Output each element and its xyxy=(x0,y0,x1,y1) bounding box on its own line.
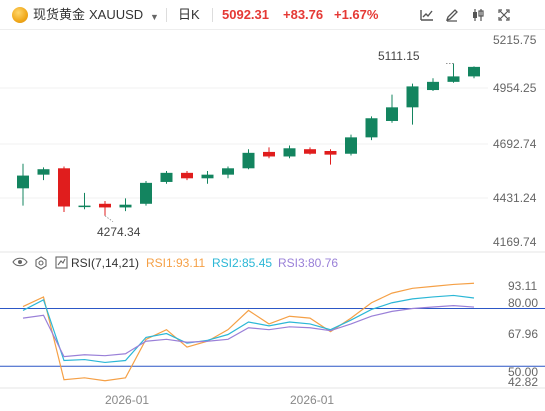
date-tick-0: 2026-01 xyxy=(105,393,149,407)
price-change-percent: +1.67% xyxy=(334,7,379,22)
rsi3-legend: RSI3:80.76 xyxy=(278,256,339,270)
rsi-tick-0: 93.11 xyxy=(508,279,537,293)
candle-body xyxy=(37,169,50,175)
indicator-icon xyxy=(55,256,68,269)
candle-body xyxy=(406,86,419,108)
candle-body xyxy=(58,168,70,207)
rsi-indicator-button[interactable] xyxy=(55,256,68,272)
chevron-down-icon[interactable]: ▼ xyxy=(150,12,159,22)
rsi-series xyxy=(22,282,475,382)
high-annotation: 5111.15 xyxy=(378,49,420,63)
price-tick-3: 4431.24 xyxy=(493,191,537,205)
gear-icon xyxy=(35,256,47,270)
rsi-axis: 93.11 80.00 67.96 50.00 42.82 xyxy=(508,279,538,389)
candle-body xyxy=(365,118,378,138)
low-annotation: 4274.34 xyxy=(97,225,141,239)
rsi3-line xyxy=(22,305,475,358)
candlestick-icon xyxy=(473,9,484,21)
price-chart[interactable]: 5215.75 4954.25 4692.74 4431.24 4169.74 … xyxy=(0,30,545,411)
pen-icon xyxy=(445,9,458,22)
last-price: 5092.31 xyxy=(222,7,269,22)
line-chart-button[interactable] xyxy=(417,6,437,24)
divider xyxy=(166,8,167,22)
date-tick-1: 2026-01 xyxy=(290,393,334,407)
candle-body xyxy=(181,172,193,179)
candle-body xyxy=(242,152,255,169)
draw-button[interactable] xyxy=(442,6,462,24)
rsi-tick-2: 67.96 xyxy=(508,327,538,341)
rsi2-line xyxy=(22,294,475,364)
rsi-tick-4: 42.82 xyxy=(508,375,538,389)
candle-body xyxy=(140,182,152,204)
candle-body xyxy=(324,151,337,155)
rsi1-line xyxy=(22,282,475,382)
rsi1-legend: RSI1:93.11 xyxy=(146,256,206,270)
fullscreen-button[interactable] xyxy=(494,6,514,24)
price-change: +83.76 xyxy=(283,7,324,22)
candle-body xyxy=(263,151,275,157)
candle-body xyxy=(160,172,173,182)
chart-header: 现货黄金 XAUUSD ▼ 日K 5092.31 +83.76 +1.67% xyxy=(0,0,545,30)
candle-body xyxy=(78,205,91,208)
candle-body xyxy=(99,203,111,208)
candle-body xyxy=(427,81,439,91)
eye-icon xyxy=(12,257,28,267)
price-tick-0: 5215.75 xyxy=(493,33,537,47)
divider xyxy=(212,8,213,22)
candle-body xyxy=(468,66,480,77)
chart-gridlines xyxy=(0,87,545,389)
candlestick-series xyxy=(17,63,480,216)
candle-body xyxy=(386,107,398,121)
line-chart-icon xyxy=(420,10,433,21)
candle-body xyxy=(17,175,29,189)
rsi-tick-3: 50.00 xyxy=(508,365,538,379)
gold-coin-icon xyxy=(12,7,28,23)
rsi-settings-button[interactable] xyxy=(34,256,48,273)
price-tick-2: 4692.74 xyxy=(493,137,537,151)
period-selector[interactable]: 日K xyxy=(178,7,200,22)
rsi-visibility-button[interactable] xyxy=(12,256,28,271)
price-axis: 5215.75 4954.25 4692.74 4431.24 4169.74 xyxy=(493,33,537,249)
fullscreen-icon xyxy=(498,9,510,21)
instrument-name[interactable]: 现货黄金 xyxy=(33,7,86,22)
candle-body xyxy=(119,204,132,208)
candle-body xyxy=(304,149,316,154)
rsi2-legend: RSI2:85.45 xyxy=(212,256,273,270)
price-tick-1: 4954.25 xyxy=(493,81,537,95)
rsi-tick-1: 80.00 xyxy=(508,296,538,310)
symbol-label[interactable]: XAUUSD xyxy=(89,7,144,22)
candle-body xyxy=(345,137,357,154)
candle-body xyxy=(283,148,296,157)
candle-body xyxy=(222,168,234,175)
low-leader-line xyxy=(104,215,114,223)
rsi-title: RSI(7,14,21) xyxy=(71,256,140,270)
candle-body xyxy=(447,76,460,82)
candle-type-button[interactable] xyxy=(468,6,488,24)
candle-body xyxy=(201,174,214,179)
rsi-reference-lines xyxy=(0,308,545,367)
price-tick-4: 4169.74 xyxy=(493,235,537,249)
